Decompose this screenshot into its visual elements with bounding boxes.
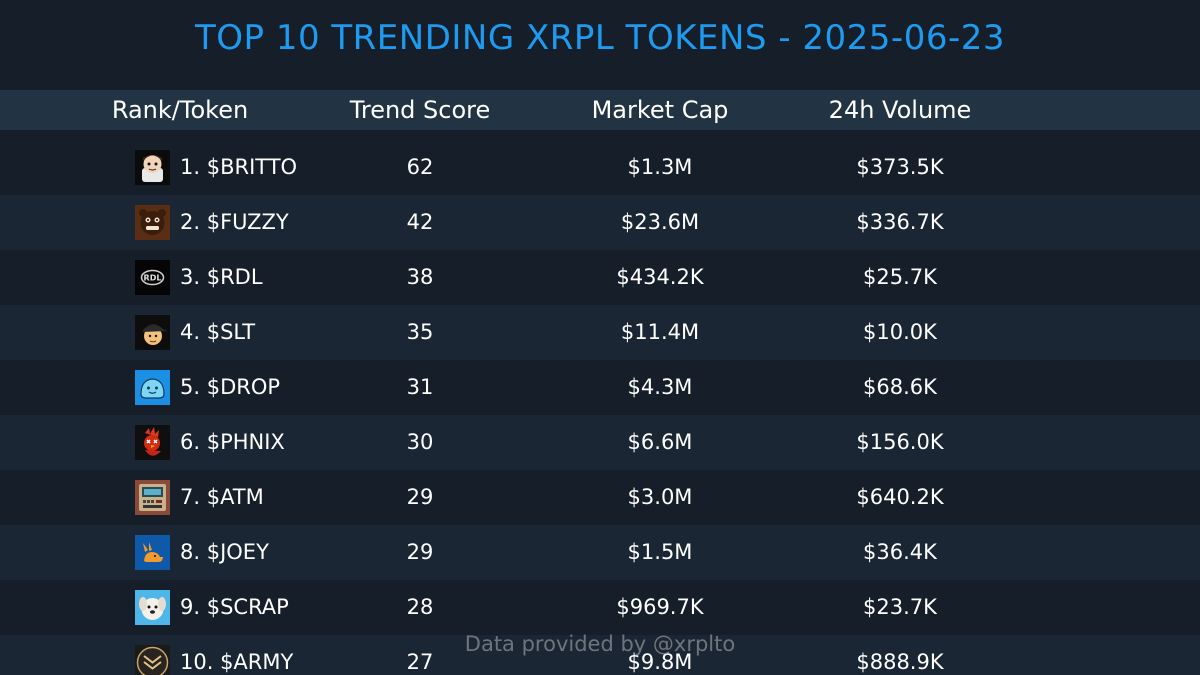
- drop-blob-icon: [135, 370, 170, 405]
- volume-value: $156.0K: [856, 430, 944, 454]
- table-row: 2. $FUZZY 42 $23.6M $336.7K: [0, 195, 1200, 250]
- market-cap-value: $434.2K: [616, 265, 704, 289]
- volume-value: $373.5K: [856, 155, 944, 179]
- table-row: 1. $BRITTO 62 $1.3M $373.5K: [0, 140, 1200, 195]
- trend-score-value: 38: [406, 265, 434, 289]
- token-label: 6. $PHNIX: [180, 430, 285, 454]
- volume-value: $10.0K: [863, 320, 937, 344]
- market-cap-value: $4.3M: [627, 375, 693, 399]
- fuzzy-bear-icon: [135, 205, 170, 240]
- atm-machine-icon: [135, 480, 170, 515]
- trend-score-value: 31: [406, 375, 434, 399]
- market-cap-value: $1.5M: [627, 540, 693, 564]
- trend-score-value: 30: [406, 430, 434, 454]
- page-title: TOP 10 TRENDING XRPL TOKENS - 2025-06-23: [195, 18, 1005, 58]
- table-row: 6. $PHNIX 30 $6.6M $156.0K: [0, 415, 1200, 470]
- table-row: 5. $DROP 31 $4.3M $68.6K: [0, 360, 1200, 415]
- token-label: 2. $FUZZY: [180, 210, 289, 234]
- market-cap-value: $11.4M: [620, 320, 700, 344]
- market-cap-value: $3.0M: [627, 485, 693, 509]
- token-label: 9. $SCRAP: [180, 595, 289, 619]
- volume-value: $23.7K: [863, 595, 937, 619]
- trend-score-value: 62: [406, 155, 434, 179]
- table-row: RDL 3. $RDL 38 $434.2K $25.7K: [0, 250, 1200, 305]
- kangaroo-icon: [135, 535, 170, 570]
- token-label: 4. $SLT: [180, 320, 256, 344]
- phoenix-bird-icon: [135, 425, 170, 460]
- header-24h-volume: 24h Volume: [828, 96, 972, 124]
- header-market-cap: Market Cap: [591, 96, 729, 124]
- trend-score-value: 27: [406, 650, 434, 674]
- table-row: 10. $ARMY 27 $9.8M $888.9K: [0, 635, 1200, 675]
- volume-value: $336.7K: [856, 210, 944, 234]
- table-header: Rank/Token Trend Score Market Cap 24h Vo…: [0, 90, 1200, 130]
- header-rank-token: Rank/Token: [111, 96, 249, 124]
- table-row: 8. $JOEY 29 $1.5M $36.4K: [0, 525, 1200, 580]
- trend-score-value: 29: [406, 540, 434, 564]
- volume-value: $640.2K: [856, 485, 944, 509]
- trend-score-value: 42: [406, 210, 434, 234]
- table-row: 7. $ATM 29 $3.0M $640.2K: [0, 470, 1200, 525]
- market-cap-value: $9.8M: [627, 650, 693, 674]
- token-label: 1. $BRITTO: [180, 155, 298, 179]
- rdl-logo-icon: RDL: [135, 260, 170, 295]
- token-label: 7. $ATM: [180, 485, 264, 509]
- market-cap-value: $23.6M: [620, 210, 700, 234]
- volume-value: $888.9K: [856, 650, 944, 674]
- trend-score-value: 28: [406, 595, 434, 619]
- army-emblem-icon: [135, 645, 170, 675]
- market-cap-value: $1.3M: [627, 155, 693, 179]
- table-row: 4. $SLT 35 $11.4M $10.0K: [0, 305, 1200, 360]
- cartoon-kid-icon: [135, 150, 170, 185]
- header-trend-score: Trend Score: [349, 96, 491, 124]
- token-label: 3. $RDL: [180, 265, 263, 289]
- trend-score-value: 35: [406, 320, 434, 344]
- svg-text:RDL: RDL: [144, 274, 162, 283]
- volume-value: $25.7K: [863, 265, 937, 289]
- market-cap-value: $969.7K: [616, 595, 704, 619]
- puppy-icon: [135, 590, 170, 625]
- market-cap-value: $6.6M: [627, 430, 693, 454]
- volume-value: $36.4K: [863, 540, 937, 564]
- table-row: 9. $SCRAP 28 $969.7K $23.7K: [0, 580, 1200, 635]
- cap-face-icon: [135, 315, 170, 350]
- trend-score-value: 29: [406, 485, 434, 509]
- token-label: 10. $ARMY: [180, 650, 294, 674]
- token-label: 5. $DROP: [180, 375, 281, 399]
- volume-value: $68.6K: [863, 375, 937, 399]
- token-label: 8. $JOEY: [180, 540, 269, 564]
